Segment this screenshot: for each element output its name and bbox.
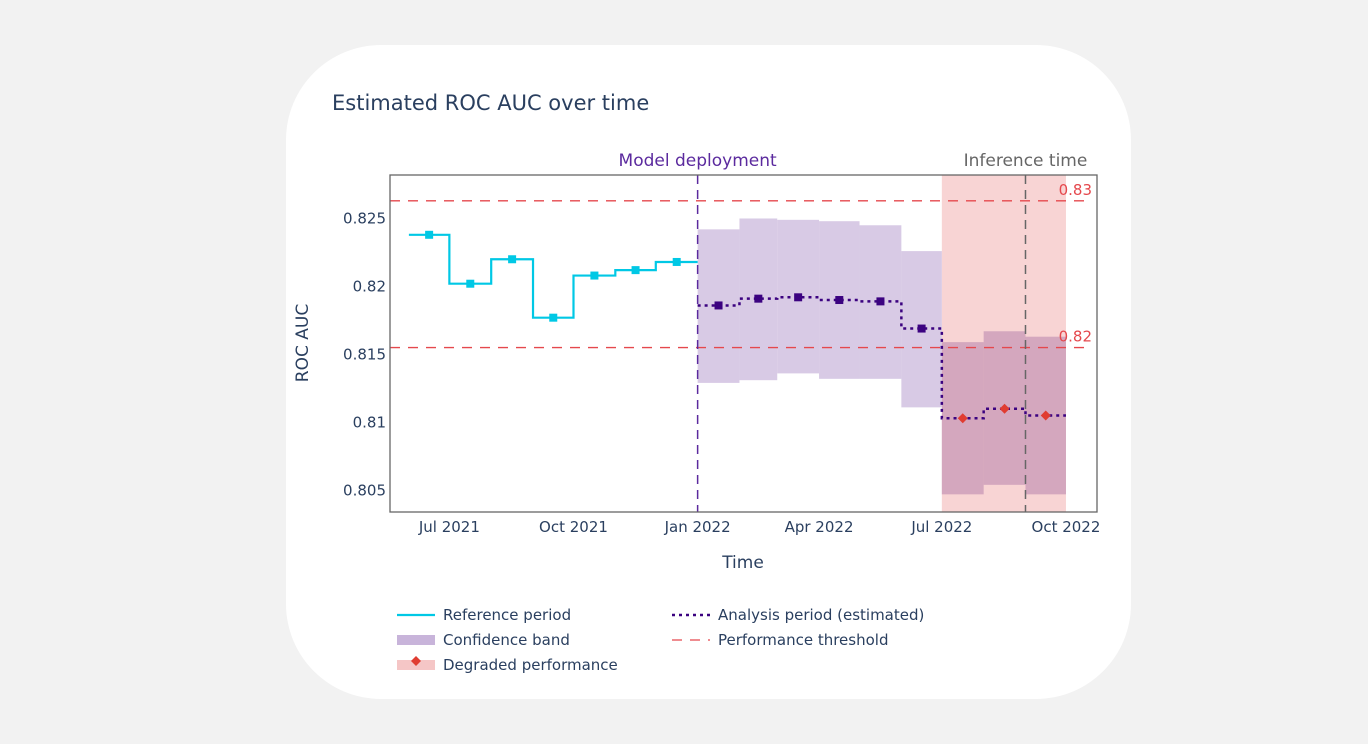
y-tick-label: 0.825	[343, 209, 386, 227]
analysis-marker	[714, 301, 723, 310]
analysis-marker	[754, 294, 763, 303]
y-tick-label: 0.82	[353, 277, 386, 295]
threshold-label: 0.82	[1059, 328, 1092, 346]
y-axis-label: ROC AUC	[293, 304, 313, 382]
legend-item-threshold: Performance threshold	[672, 631, 888, 649]
legend-diamond-icon	[411, 656, 421, 666]
legend-label: Analysis period (estimated)	[718, 606, 924, 624]
plot-frame	[389, 174, 1098, 513]
x-tick-label: Oct 2022	[1032, 518, 1101, 536]
legend-item-reference: Reference period	[397, 606, 571, 624]
chart-title: Estimated ROC AUC over time	[332, 91, 649, 115]
reference-marker	[466, 279, 475, 288]
x-tick-label: Oct 2021	[539, 518, 608, 536]
reference-marker	[549, 313, 558, 322]
degraded-marker	[999, 403, 1010, 414]
reference-marker	[425, 230, 434, 239]
x-tick-label: Jul 2021	[418, 518, 480, 536]
plot-area: 0.83 0.82 Model deployment Inference time Ju…	[343, 151, 1100, 536]
reference-marker	[672, 257, 681, 266]
reference-marker	[631, 266, 640, 275]
legend-label: Performance threshold	[718, 631, 888, 649]
x-tick-label: Jan 2022	[664, 518, 731, 536]
legend-swatch	[397, 635, 435, 645]
legend: Reference period Analysis period (estimat…	[397, 606, 924, 674]
degraded-marker	[957, 413, 968, 424]
legend-label: Reference period	[443, 606, 571, 624]
legend-item-analysis: Analysis period (estimated)	[672, 606, 924, 624]
analysis-marker	[835, 296, 844, 305]
degraded-marker	[1040, 410, 1051, 421]
annotation-label: Inference time	[964, 151, 1088, 171]
y-tick-label: 0.805	[343, 481, 386, 499]
analysis-marker	[917, 324, 926, 333]
legend-label: Confidence band	[443, 631, 570, 649]
reference-marker	[508, 255, 517, 264]
legend-item-degraded: Degraded performance	[397, 656, 618, 674]
x-tick-label: Jul 2022	[910, 518, 972, 536]
x-axis-label: Time	[721, 553, 764, 573]
analysis-marker	[876, 297, 885, 306]
y-tick-label: 0.815	[343, 345, 386, 363]
legend-label: Degraded performance	[443, 656, 618, 674]
legend-item-band: Confidence band	[397, 631, 570, 649]
y-tick-label: 0.81	[353, 413, 386, 431]
threshold-label: 0.83	[1059, 181, 1092, 199]
analysis-marker	[794, 293, 803, 302]
annotation-label: Model deployment	[619, 151, 777, 171]
reference-marker	[590, 271, 599, 280]
x-tick-label: Apr 2022	[785, 518, 854, 536]
